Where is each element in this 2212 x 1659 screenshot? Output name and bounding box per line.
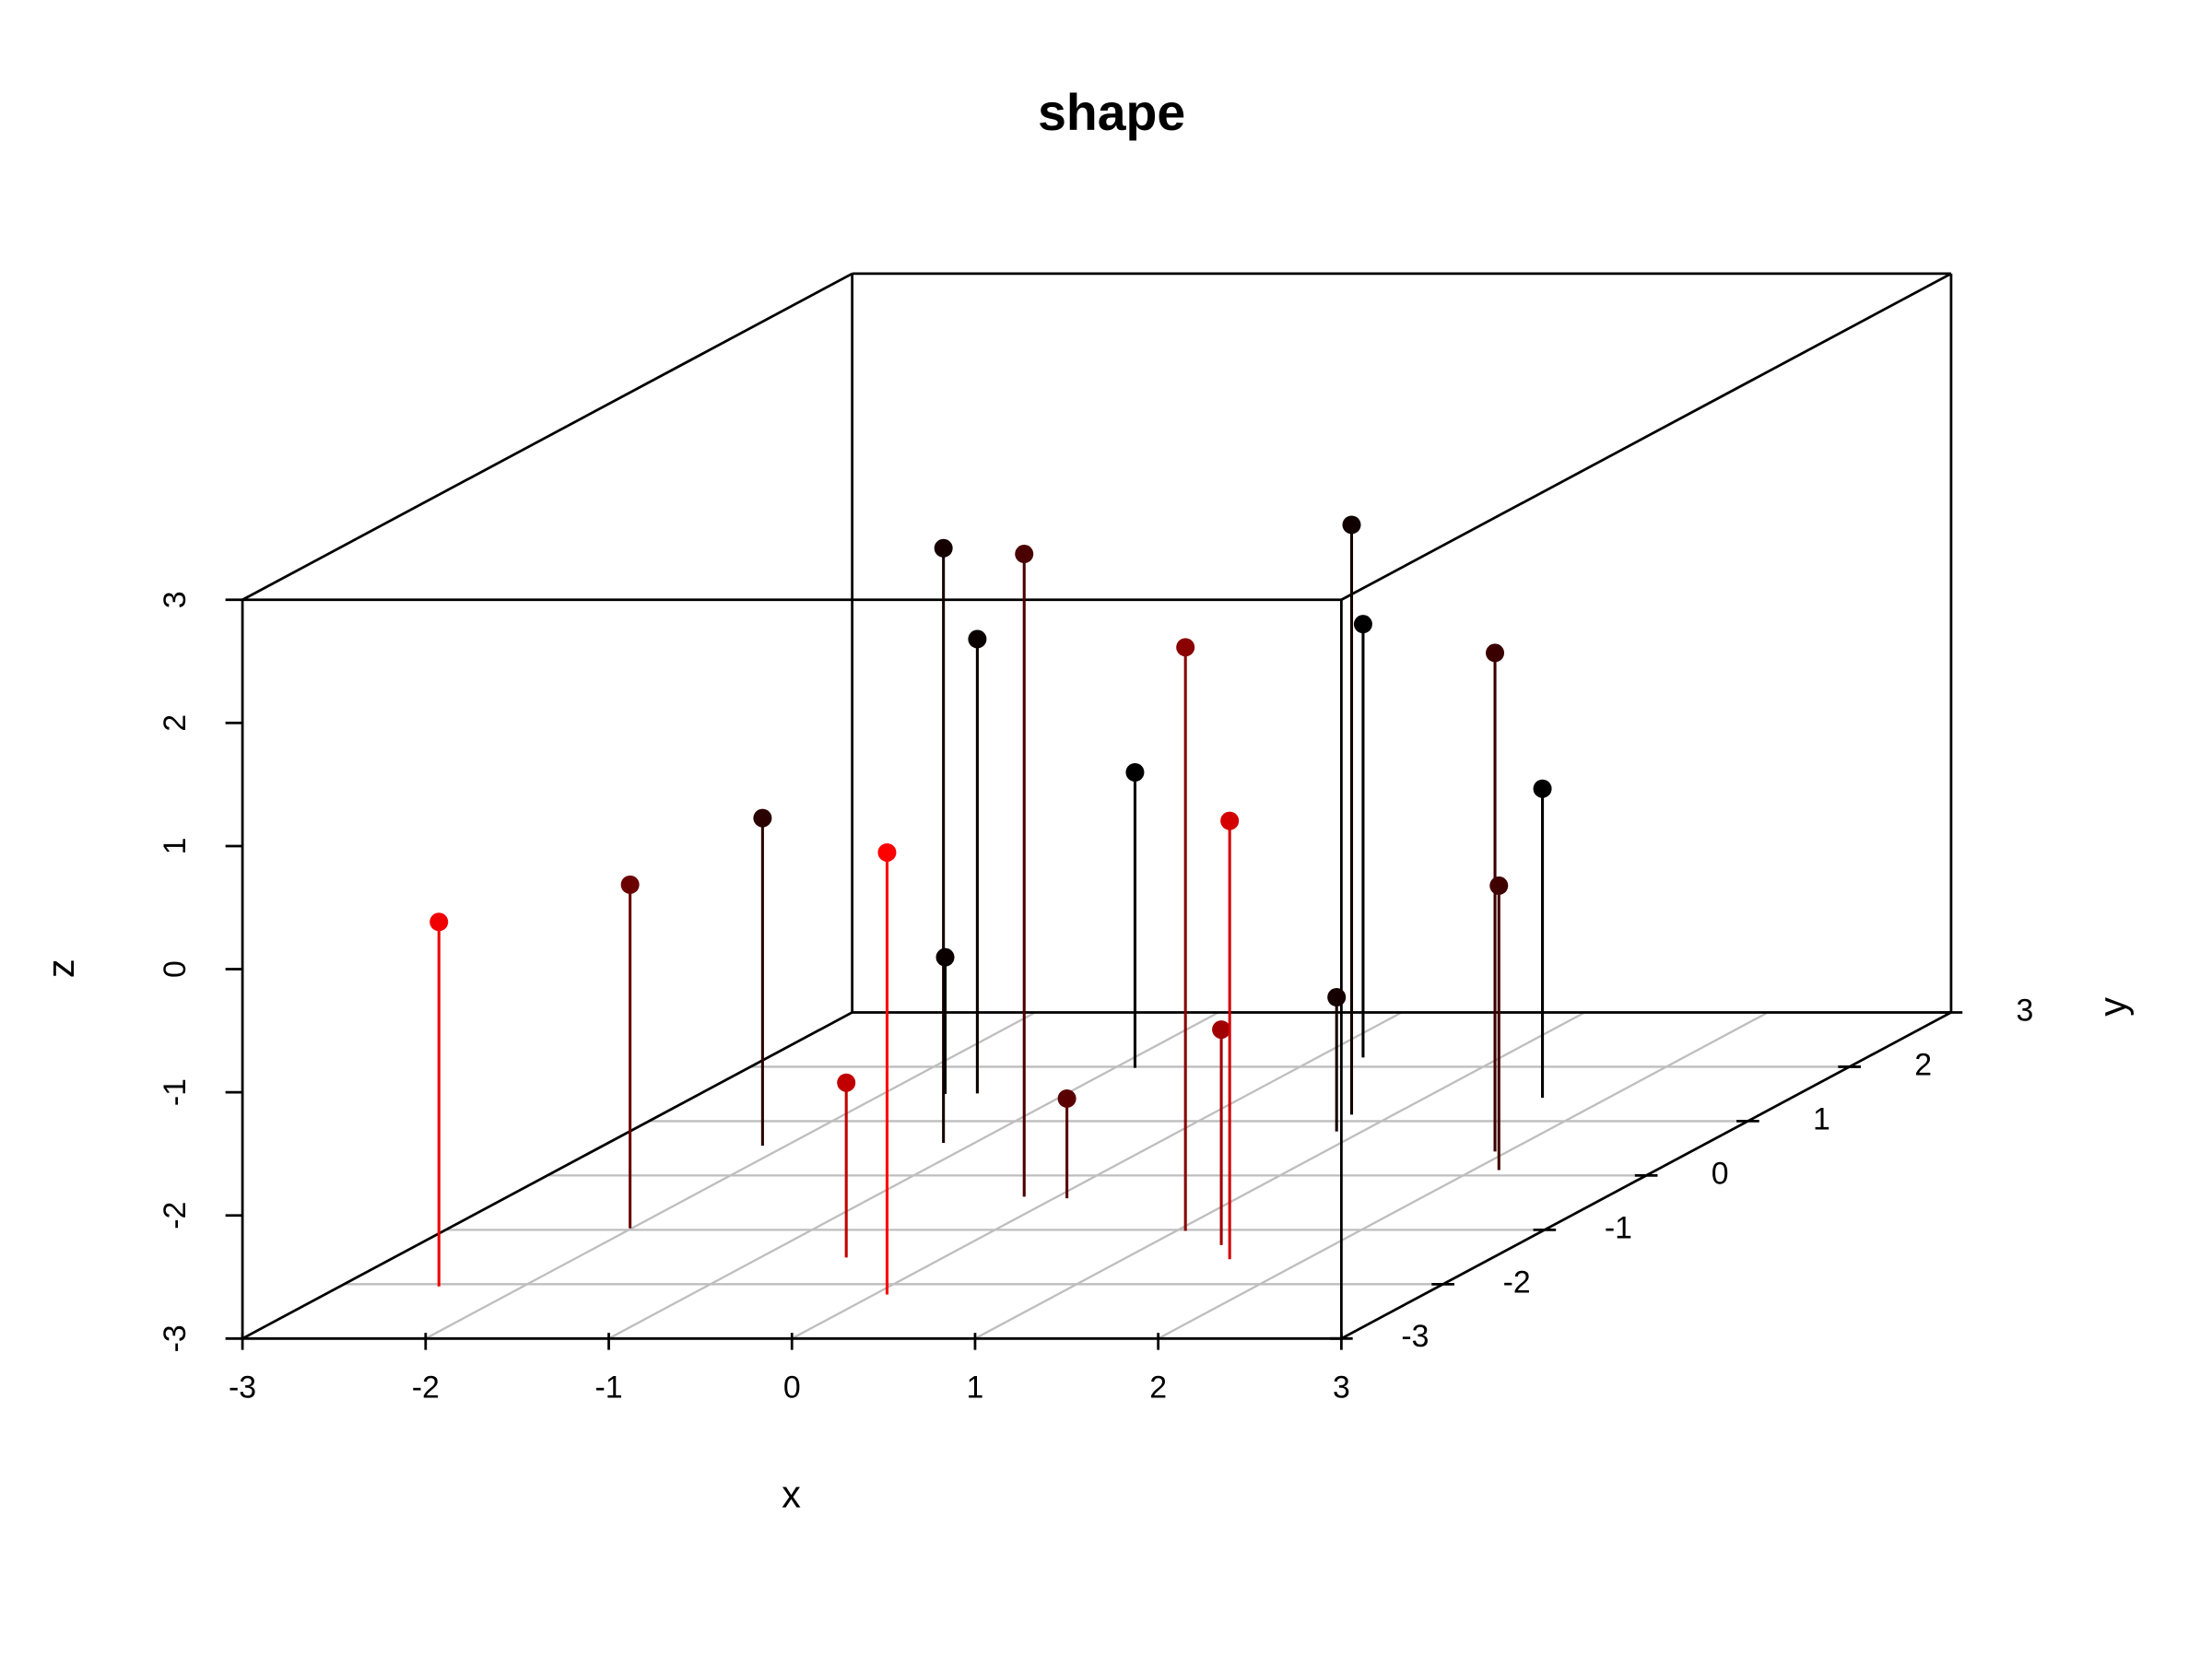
point [1220,811,1240,830]
point [753,808,772,828]
z-tick-label: -1 [158,1078,193,1106]
z-tick-label: 0 [158,960,193,978]
y-tick-label: 3 [2017,993,2034,1028]
box-edge [1340,272,1952,601]
point [1533,779,1552,798]
z-tick-label: 2 [158,714,193,732]
point [837,1073,856,1092]
z-tick-label: 1 [158,838,193,855]
x-tick-label: -2 [412,1371,440,1406]
point [429,912,449,932]
point [620,875,640,894]
point [1489,876,1509,895]
y-tick-label: -2 [1503,1265,1531,1300]
y-tick-label: -3 [1401,1319,1429,1354]
box-edge [241,272,853,601]
point [1057,1088,1077,1108]
point [935,947,955,967]
chart-title: shape [1038,84,1185,141]
y-tick-label: -1 [1605,1210,1632,1245]
x-tick-label: -3 [229,1371,256,1406]
x-tick-label: 3 [1333,1371,1350,1406]
y-tick-label: 2 [1914,1047,1932,1082]
y-tick-label: 1 [1813,1101,1830,1136]
point [1212,1020,1231,1040]
y-tick-label: 0 [1712,1156,1729,1191]
point [1327,988,1347,1007]
point [1342,515,1361,535]
y-axis-label: y [2090,997,2134,1017]
point [968,629,987,649]
x-tick-label: 2 [1149,1371,1167,1406]
x-axis-label: x [782,1473,801,1516]
box-edge [241,1011,853,1340]
z-axis-label: z [39,959,82,978]
point [1125,763,1145,782]
point [877,842,897,862]
point [934,538,953,558]
z-tick-label: 3 [158,591,193,608]
x-tick-label: -1 [594,1371,622,1406]
z-tick-label: -3 [158,1324,193,1352]
z-tick-label: -2 [158,1202,193,1230]
x-tick-label: 1 [967,1371,984,1406]
point [1176,638,1195,657]
point [1486,643,1505,663]
point [1015,545,1034,564]
point [1353,615,1372,634]
x-tick-label: 0 [783,1371,801,1406]
